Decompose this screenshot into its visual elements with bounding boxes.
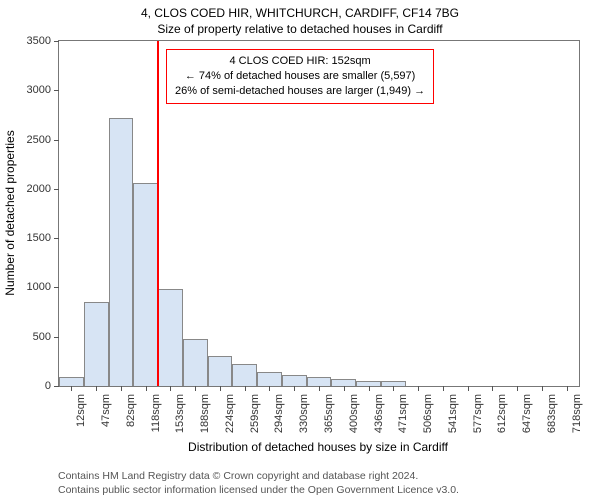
x-tick-label: 224sqm	[224, 394, 236, 433]
x-tick-mark	[369, 386, 370, 391]
footer-line-2: Contains public sector information licen…	[58, 484, 459, 496]
x-tick-label: 153sqm	[174, 394, 186, 433]
x-tick-label: 330sqm	[298, 394, 310, 433]
x-tick-mark	[517, 386, 518, 391]
x-tick-label: 188sqm	[199, 394, 211, 433]
histogram-bar	[183, 339, 208, 386]
x-tick-label: 471sqm	[397, 394, 409, 433]
footer-line-1: Contains HM Land Registry data © Crown c…	[58, 470, 418, 482]
y-tick-mark	[54, 90, 59, 91]
histogram-bar	[282, 375, 307, 386]
histogram-bar	[158, 289, 183, 386]
histogram-bar	[331, 379, 356, 386]
y-tick-mark	[54, 337, 59, 338]
x-tick-label: 683sqm	[546, 394, 558, 433]
annotation-line: ← 74% of detached houses are smaller (5,…	[175, 69, 425, 84]
x-axis-label: Distribution of detached houses by size …	[58, 440, 578, 454]
x-tick-label: 647sqm	[521, 394, 533, 433]
chart-title-line1: 4, CLOS COED HIR, WHITCHURCH, CARDIFF, C…	[0, 6, 600, 20]
x-tick-mark	[294, 386, 295, 391]
y-tick-mark	[54, 189, 59, 190]
x-tick-mark	[468, 386, 469, 391]
histogram-bar	[257, 372, 282, 386]
x-tick-mark	[567, 386, 568, 391]
y-tick-mark	[54, 386, 59, 387]
y-tick-mark	[54, 140, 59, 141]
figure: 4, CLOS COED HIR, WHITCHURCH, CARDIFF, C…	[0, 0, 600, 500]
x-tick-label: 82sqm	[125, 394, 137, 427]
histogram-bar	[133, 183, 158, 386]
x-tick-label: 436sqm	[373, 394, 385, 433]
histogram-bar	[232, 364, 257, 386]
x-tick-label: 400sqm	[348, 394, 360, 433]
histogram-bar	[109, 118, 134, 386]
x-tick-label: 47sqm	[100, 394, 112, 427]
x-tick-mark	[443, 386, 444, 391]
histogram-bar	[307, 377, 332, 386]
x-tick-mark	[71, 386, 72, 391]
property-marker-line	[157, 41, 159, 386]
x-tick-label: 506sqm	[422, 394, 434, 433]
x-tick-label: 118sqm	[150, 394, 162, 432]
y-axis-label: Number of detached properties	[3, 130, 17, 295]
x-tick-mark	[146, 386, 147, 391]
x-tick-mark	[96, 386, 97, 391]
x-tick-label: 365sqm	[323, 394, 335, 433]
x-tick-label: 718sqm	[571, 394, 583, 433]
x-tick-mark	[393, 386, 394, 391]
annotation-line: 4 CLOS COED HIR: 152sqm	[175, 54, 425, 69]
x-tick-mark	[344, 386, 345, 391]
histogram-bar	[84, 302, 109, 386]
histogram-bar	[59, 377, 84, 386]
x-tick-label: 294sqm	[273, 394, 285, 433]
x-tick-label: 12sqm	[75, 394, 87, 427]
x-tick-mark	[269, 386, 270, 391]
y-tick-mark	[54, 41, 59, 42]
x-tick-mark	[418, 386, 419, 391]
x-tick-mark	[220, 386, 221, 391]
y-tick-mark	[54, 238, 59, 239]
x-tick-mark	[195, 386, 196, 391]
x-tick-mark	[121, 386, 122, 391]
x-tick-label: 541sqm	[447, 394, 459, 433]
x-tick-mark	[170, 386, 171, 391]
histogram-bar	[208, 356, 233, 386]
x-tick-label: 577sqm	[472, 394, 484, 433]
plot-area: 050010001500200025003000350012sqm47sqm82…	[58, 40, 580, 387]
x-tick-label: 259sqm	[249, 394, 261, 433]
x-tick-mark	[492, 386, 493, 391]
x-tick-label: 612sqm	[496, 394, 508, 433]
annotation-box: 4 CLOS COED HIR: 152sqm← 74% of detached…	[166, 49, 434, 104]
y-tick-mark	[54, 287, 59, 288]
annotation-line: 26% of semi-detached houses are larger (…	[175, 84, 425, 99]
x-tick-mark	[542, 386, 543, 391]
x-tick-mark	[245, 386, 246, 391]
chart-title-line2: Size of property relative to detached ho…	[0, 22, 600, 36]
x-tick-mark	[319, 386, 320, 391]
